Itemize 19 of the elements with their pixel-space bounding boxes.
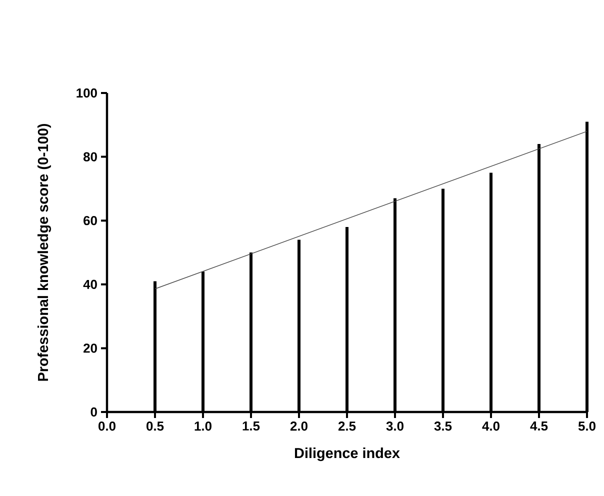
x-tick-label: 2.0 bbox=[290, 422, 308, 431]
x-axis-title: Diligence index bbox=[294, 448, 400, 462]
x-tick-label: 0.5 bbox=[146, 422, 164, 431]
y-tick-label: 60 bbox=[84, 216, 97, 226]
x-tick-label: 1.5 bbox=[242, 422, 260, 431]
x-tick-label: 2.5 bbox=[338, 422, 356, 431]
y-tick-label: 100 bbox=[76, 88, 97, 98]
x-tick-label: 4.0 bbox=[482, 422, 500, 431]
x-tick-label: 0.0 bbox=[98, 422, 116, 431]
y-tick-label: 80 bbox=[83, 152, 97, 162]
x-tick-label: 3.0 bbox=[386, 422, 404, 431]
y-tick-label: 40 bbox=[83, 280, 97, 289]
x-tick-label: 5.0 bbox=[578, 422, 596, 431]
y-tick-label: 20 bbox=[84, 344, 97, 353]
x-tick-label: 3.5 bbox=[434, 422, 452, 431]
x-tick-label: 4.5 bbox=[530, 422, 548, 431]
x-tick-label: 1.0 bbox=[194, 422, 212, 431]
y-tick-label: 0 bbox=[90, 407, 97, 417]
y-axis-title: Professional knowledge score (0-100) bbox=[38, 124, 52, 381]
